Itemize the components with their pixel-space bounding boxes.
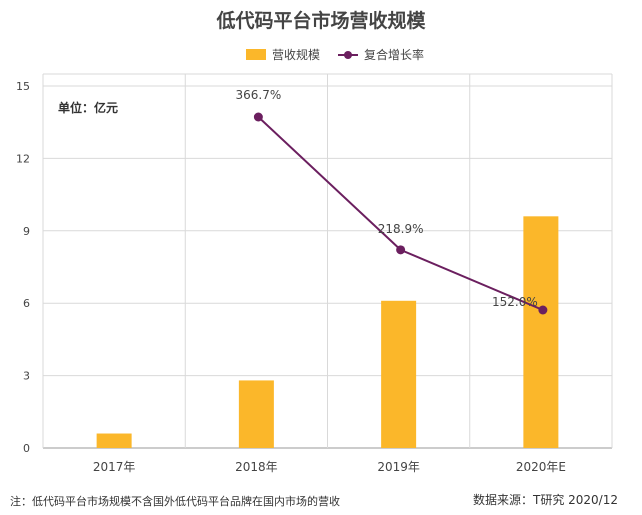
chart-title: 低代码平台市场营收规模 bbox=[216, 10, 426, 32]
y-tick-label: 0 bbox=[23, 442, 30, 455]
bar bbox=[96, 433, 132, 448]
footnote: 注：低代码平台市场规模不含国外低代码平台品牌在国内市场的营收 bbox=[10, 495, 340, 508]
legend-item-growth: 复合增长率 bbox=[338, 46, 424, 63]
legend-bar-swatch bbox=[246, 49, 266, 60]
growth-data-label: 152.0% bbox=[492, 295, 538, 309]
unit-label: 单位：亿元 bbox=[58, 101, 119, 115]
growth-data-label: 218.9% bbox=[378, 222, 424, 236]
data-source: 数据来源：T研究 2020/12 bbox=[473, 493, 618, 507]
x-tick-label: 2018年 bbox=[235, 460, 278, 474]
x-tick-label: 2020年E bbox=[516, 460, 566, 474]
growth-point bbox=[253, 112, 263, 122]
legend-item-revenue: 营收规模 bbox=[246, 46, 320, 63]
y-tick-label: 6 bbox=[23, 297, 30, 310]
growth-data-label: 366.7% bbox=[235, 88, 281, 102]
y-tick-label: 3 bbox=[23, 370, 30, 383]
x-tick-label: 2017年 bbox=[93, 460, 136, 474]
bar bbox=[381, 300, 417, 448]
legend-line-swatch bbox=[338, 49, 359, 60]
legend-label-growth: 复合增长率 bbox=[364, 48, 425, 62]
growth-point bbox=[396, 245, 406, 255]
y-tick-label: 15 bbox=[16, 80, 30, 93]
x-tick-label: 2019年 bbox=[377, 460, 420, 474]
y-tick-label: 9 bbox=[23, 225, 30, 238]
bar bbox=[238, 380, 274, 448]
bar bbox=[523, 216, 559, 448]
y-tick-label: 12 bbox=[16, 152, 30, 165]
growth-line bbox=[257, 116, 544, 311]
legend: 营收规模 复合增长率 bbox=[246, 46, 424, 63]
growth-point bbox=[538, 305, 548, 315]
legend-label-revenue: 营收规模 bbox=[272, 48, 321, 62]
